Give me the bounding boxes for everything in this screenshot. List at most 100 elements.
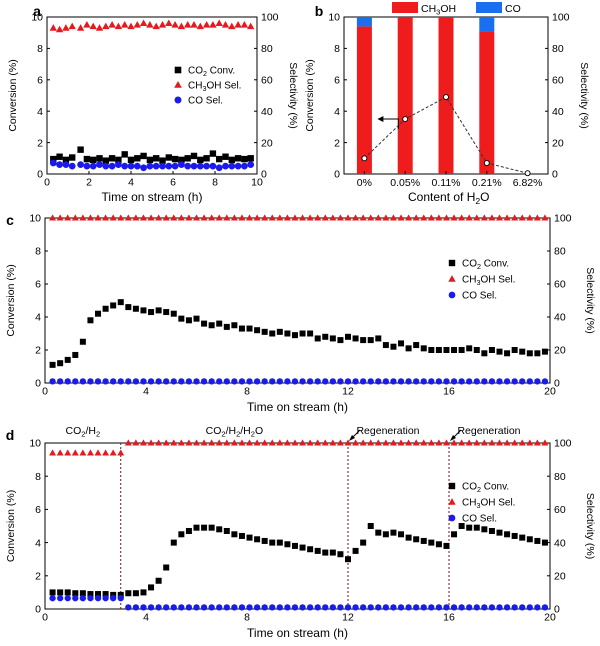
y2-tick-label: 60 (552, 74, 564, 86)
data-point (127, 156, 135, 164)
data-point (534, 604, 541, 611)
data-point (87, 591, 94, 598)
data-point (321, 439, 329, 446)
data-point (541, 348, 548, 355)
x-tick-label: 0 (42, 386, 48, 398)
y2-tick-label: 0 (554, 378, 560, 390)
data-point (261, 214, 269, 221)
data-point (171, 162, 179, 170)
data-point (117, 214, 125, 221)
data-point (451, 531, 458, 538)
data-point (125, 590, 132, 597)
data-point (344, 439, 352, 446)
data-point (215, 214, 223, 221)
data-point (155, 439, 163, 446)
data-point (148, 584, 155, 591)
data-point (132, 378, 140, 385)
data-point (443, 542, 450, 549)
data-point (170, 378, 177, 385)
data-point (57, 595, 64, 602)
data-point (216, 155, 223, 163)
data-point (367, 214, 375, 221)
data-point (503, 214, 511, 221)
data-point (115, 161, 122, 168)
data-point (534, 350, 541, 357)
y-tick-label: 10 (328, 12, 340, 24)
data-point (458, 604, 465, 611)
data-point (49, 361, 56, 368)
data-point (185, 604, 193, 611)
data-point (147, 439, 155, 446)
data-point (95, 310, 102, 317)
data-point (443, 214, 450, 221)
data-point (177, 22, 186, 30)
data-point (496, 529, 503, 536)
data-point (49, 159, 57, 167)
data-point (64, 214, 72, 221)
data-point (117, 378, 124, 385)
data-point (435, 378, 443, 385)
data-point (314, 214, 322, 221)
data-point (488, 347, 495, 353)
y-tick-label: 10 (31, 12, 43, 24)
data-point (95, 24, 104, 31)
legend-marker (448, 291, 456, 299)
data-point (253, 214, 261, 221)
data-point (234, 162, 242, 170)
data-point (68, 162, 76, 170)
legend-label: CH3OH Sel. (462, 275, 515, 288)
x-tick-label: 0 (42, 612, 48, 624)
data-point (56, 449, 64, 456)
data-point (102, 214, 110, 221)
data-point (89, 162, 97, 170)
data-point (140, 378, 147, 385)
data-point (359, 214, 367, 221)
data-point (193, 214, 200, 221)
data-point (222, 153, 229, 160)
data-point (190, 21, 198, 28)
data-point (178, 161, 185, 168)
legend-label: CO Sel. (462, 514, 497, 525)
data-point (428, 604, 435, 611)
data-point (291, 439, 299, 446)
data-point (200, 214, 208, 221)
data-point (208, 604, 215, 611)
data-point (133, 162, 141, 170)
data-point (511, 214, 519, 221)
data-point (344, 214, 352, 221)
data-point (155, 577, 162, 584)
data-point (283, 214, 291, 221)
data-point (299, 330, 306, 337)
legend-marker (448, 498, 456, 505)
data-point (102, 595, 109, 602)
y2-tick-label: 20 (261, 137, 273, 149)
data-point (121, 162, 129, 170)
data-point (337, 604, 344, 611)
data-point (382, 378, 390, 385)
y-tick-label: 10 (29, 438, 41, 450)
data-point (480, 214, 488, 221)
data-point (79, 214, 87, 221)
data-point (77, 161, 84, 168)
panel-label-a: a (33, 3, 41, 19)
data-point (458, 378, 465, 385)
data-point (72, 590, 79, 597)
data-point (503, 604, 511, 611)
data-point (268, 214, 276, 221)
data-point (465, 214, 473, 221)
data-point (193, 439, 200, 446)
data-point (163, 564, 170, 571)
data-point (284, 378, 291, 385)
data-point (398, 340, 405, 347)
data-point (62, 161, 70, 168)
data-point (209, 150, 217, 157)
data-point (480, 439, 488, 446)
data-point (352, 214, 360, 221)
data-point (221, 21, 230, 28)
data-point (269, 378, 276, 385)
conversion-point (483, 160, 490, 166)
data-point (56, 214, 64, 221)
data-point (473, 604, 480, 611)
